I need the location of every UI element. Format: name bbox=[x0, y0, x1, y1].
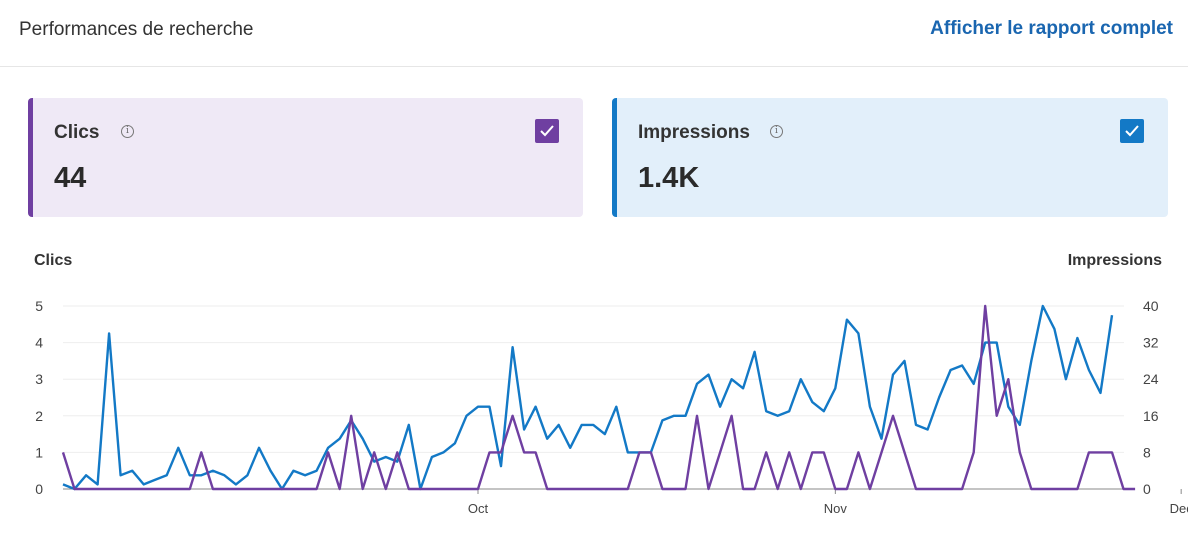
impressions-label: Impressions bbox=[638, 122, 750, 143]
left-tick-label: 5 bbox=[35, 298, 43, 314]
left-tick-label: 0 bbox=[35, 481, 43, 497]
check-icon bbox=[540, 125, 554, 137]
clics-label: Clics bbox=[54, 122, 100, 143]
left-tick-label: 3 bbox=[35, 371, 43, 387]
impressions-value: 1.4K bbox=[638, 162, 700, 194]
impressions-checkbox[interactable] bbox=[1120, 119, 1144, 143]
impressions-card[interactable]: Impressions i 1.4K bbox=[612, 98, 1168, 217]
x-tick-label: Dec bbox=[1170, 501, 1188, 516]
right-tick-label: 0 bbox=[1143, 481, 1151, 497]
info-icon[interactable]: i bbox=[770, 125, 783, 138]
x-tick-label: Nov bbox=[824, 501, 848, 516]
clics-card[interactable]: Clics i 44 bbox=[28, 98, 583, 217]
clics-series-line bbox=[61, 304, 1136, 491]
full-report-link[interactable]: Afficher le rapport complet bbox=[930, 18, 1173, 39]
right-tick-label: 24 bbox=[1143, 371, 1159, 387]
clics-checkbox[interactable] bbox=[535, 119, 559, 143]
impressions-series-line bbox=[62, 304, 1114, 491]
right-axis-title: Impressions bbox=[1067, 252, 1162, 269]
left-tick-label: 1 bbox=[35, 444, 43, 460]
right-tick-label: 16 bbox=[1143, 408, 1159, 424]
right-tick-label: 8 bbox=[1143, 444, 1151, 460]
page-title: Performances de recherche bbox=[19, 19, 254, 40]
clics-value: 44 bbox=[54, 162, 87, 194]
left-tick-label: 2 bbox=[35, 408, 43, 424]
check-icon bbox=[1125, 125, 1139, 137]
performance-chart: 0 0 1 8 2 16 3 24 4 32 5 40 Oct Nov Dec bbox=[35, 298, 1188, 516]
info-icon[interactable]: i bbox=[121, 125, 134, 138]
right-tick-label: 32 bbox=[1143, 335, 1159, 351]
x-tick-label: Oct bbox=[468, 501, 489, 516]
header: Performances de recherche Afficher le ra… bbox=[0, 0, 1188, 67]
right-tick-label: 40 bbox=[1143, 298, 1159, 314]
left-tick-label: 4 bbox=[35, 335, 43, 351]
left-axis-title: Clics bbox=[34, 252, 73, 269]
